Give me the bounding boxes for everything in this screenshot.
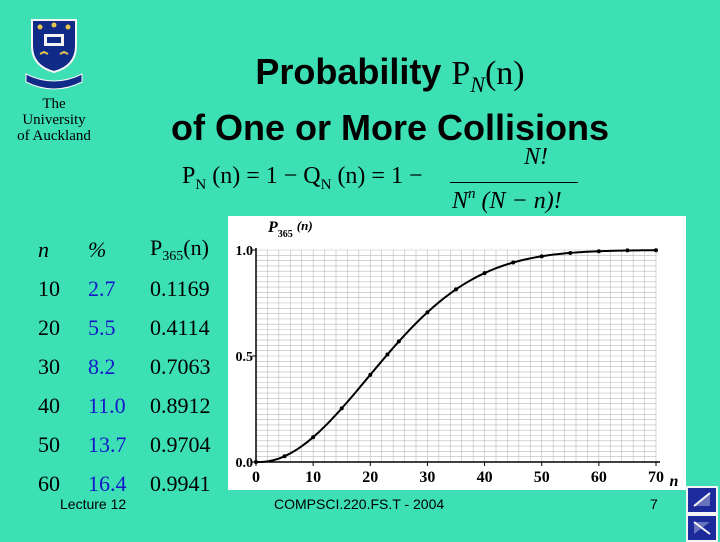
next-slide-icon xyxy=(693,521,711,535)
data-point xyxy=(339,406,344,411)
next-slide-button[interactable] xyxy=(686,514,718,542)
fraction-bar xyxy=(450,182,578,183)
x-tick-label: 70 xyxy=(648,469,664,486)
cell-percent: 16.4 xyxy=(88,470,127,496)
data-point xyxy=(596,249,601,254)
crest-icon xyxy=(31,19,77,74)
title-line1: Probability PN(n) xyxy=(120,50,660,106)
y-axis-label: P365(n) xyxy=(267,218,313,240)
table-row: 30 8.2 0.7063 xyxy=(34,347,240,386)
prev-slide-button[interactable] xyxy=(686,486,718,514)
slide-title: Probability PN(n) of One or More Collisi… xyxy=(120,50,660,149)
data-point xyxy=(568,250,573,255)
table-header-row: n % P365(n) xyxy=(34,230,240,269)
data-point xyxy=(454,287,458,292)
x-tick-label: 0 xyxy=(252,469,260,486)
data-point xyxy=(282,454,287,459)
university-name-line1: The xyxy=(42,96,66,112)
x-tick-label: 40 xyxy=(477,469,493,486)
cell-percent: 8.2 xyxy=(88,353,116,379)
formula-lhs: PN (n) = 1 − QN (n) = 1 − xyxy=(182,163,423,193)
university-name-line2: University xyxy=(22,112,86,128)
data-point xyxy=(539,254,544,259)
x-tick-label: 60 xyxy=(591,469,607,486)
prev-slide-icon xyxy=(693,492,711,507)
y-tick-label: 0.5 xyxy=(236,350,254,365)
cell-n: 30 xyxy=(38,353,60,379)
cell-percent: 11.0 xyxy=(88,392,126,418)
footer-lecture: Lecture 12 xyxy=(60,496,127,512)
header-n: n xyxy=(38,236,49,262)
y-tick-label: 1.0 xyxy=(236,244,254,259)
cell-probability: 0.4114 xyxy=(150,314,210,340)
x-tick-label: 20 xyxy=(362,469,378,486)
cell-n: 40 xyxy=(38,392,60,418)
data-point xyxy=(368,372,373,377)
probability-chart: 0 10 20 30 40 50 60 70 0.0 0.5 1.0 P365(n) n xyxy=(228,216,686,490)
university-name: The University of Auckland xyxy=(14,96,94,144)
formula-numerator: N! xyxy=(524,144,548,170)
title-arg: (n) xyxy=(484,55,525,92)
formula-denominator: Nn (N − n)! xyxy=(452,186,562,214)
data-point xyxy=(654,248,658,253)
cell-n: 20 xyxy=(38,314,60,340)
cell-percent: 5.5 xyxy=(88,314,116,340)
data-point xyxy=(482,271,487,276)
motto-ribbon-icon xyxy=(25,73,83,90)
data-point xyxy=(425,310,430,315)
title-symbol: P xyxy=(451,55,471,92)
table-row: 40 11.0 0.8912 xyxy=(34,386,240,425)
table-row: 10 2.7 0.1169 xyxy=(34,269,240,308)
header-p365: P365(n) xyxy=(150,234,209,264)
cell-percent: 13.7 xyxy=(88,431,127,457)
table-row: 60 16.4 0.9941 xyxy=(34,464,240,503)
x-tick-label: 10 xyxy=(305,469,321,486)
cell-n: 50 xyxy=(38,431,60,457)
university-logo: The University of Auckland xyxy=(14,14,94,144)
cell-probability: 0.9941 xyxy=(150,470,211,496)
cell-probability: 0.9704 xyxy=(150,431,211,457)
x-axis-label: n xyxy=(670,473,679,490)
cell-probability: 0.7063 xyxy=(150,353,211,379)
data-point xyxy=(511,260,516,265)
page-number: 7 xyxy=(650,496,658,512)
cell-n: 10 xyxy=(38,275,60,301)
collision-formula: PN (n) = 1 − QN (n) = 1 − N! Nn (N − n)! xyxy=(182,140,602,220)
table-row: 50 13.7 0.9704 xyxy=(34,425,240,464)
university-name-line3: of Auckland xyxy=(17,128,91,144)
data-point xyxy=(385,352,390,357)
data-point xyxy=(396,339,401,344)
x-tick-label: 30 xyxy=(419,469,435,486)
probability-table: n % P365(n) 10 2.7 0.1169 20 5.5 0.4114 30 8.2 0… xyxy=(34,230,240,503)
x-tick-label: 50 xyxy=(534,469,550,486)
footer-course: COMPSCI.220.FS.T - 2004 xyxy=(274,496,445,512)
cell-probability: 0.8912 xyxy=(150,392,211,418)
title-prefix: Probability xyxy=(255,51,452,92)
data-point xyxy=(311,435,316,440)
title-line2: of One or More Collisions xyxy=(170,107,610,148)
table-row: 20 5.5 0.4114 xyxy=(34,308,240,347)
header-percent: % xyxy=(88,236,107,262)
cell-probability: 0.1169 xyxy=(150,275,210,301)
title-subscript: N xyxy=(470,72,485,97)
y-tick-label: 0.0 xyxy=(236,456,254,471)
cell-percent: 2.7 xyxy=(88,275,116,301)
data-point xyxy=(625,248,630,253)
data-point xyxy=(254,460,258,464)
cell-n: 60 xyxy=(38,470,60,496)
